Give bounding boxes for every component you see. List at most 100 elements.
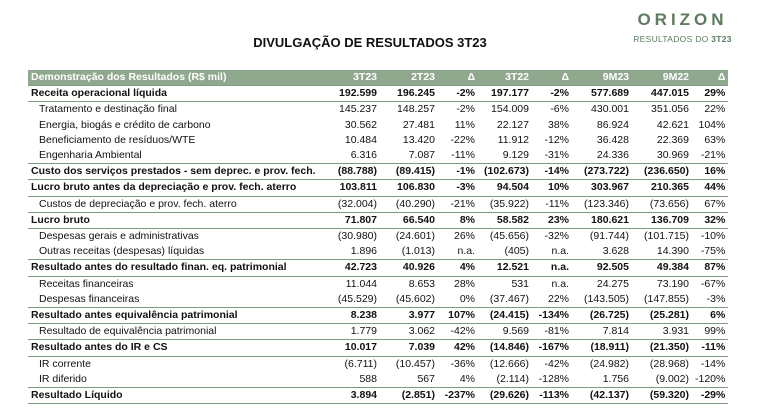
cell: n.a. xyxy=(551,245,569,258)
cell: 32% xyxy=(692,211,729,230)
row-label: Resultado antes do resultado finan. eq. … xyxy=(28,259,328,277)
header-row: Demonstração dos Resultados (R$ mil) 3T23… xyxy=(28,70,729,86)
row-label: Outras receitas (despesas) líquidas xyxy=(39,245,205,258)
table-row: Tratamento e destinação final 145.237 148.… xyxy=(28,102,728,118)
logo-subtitle-text: RESULTADOS DO xyxy=(633,34,709,44)
table-row: Despesas financeiras (45.529) (45.602) 0% (3… xyxy=(28,292,728,308)
cell: (18.911) xyxy=(572,339,632,357)
cell: 99% xyxy=(704,325,726,338)
row-label: IR corrente xyxy=(39,357,91,370)
cell: (29.626) xyxy=(478,387,532,405)
cell: 67% xyxy=(704,197,726,210)
cell: 531 xyxy=(511,277,529,290)
cell: -6% xyxy=(550,103,569,116)
cell: 8.238 xyxy=(328,307,380,325)
cell: (1.013) xyxy=(401,245,435,258)
cell: -21% xyxy=(450,197,475,210)
table-row: Custos de depreciação e prov. fech. ater… xyxy=(28,196,728,212)
cell: (12.666) xyxy=(489,357,529,370)
cell: -11% xyxy=(451,149,475,162)
table-row: Engenharia Ambiental 6.316 7.087 -11% 9.129 -… xyxy=(28,148,728,164)
cell: 145.237 xyxy=(339,103,377,116)
cell: 196.245 xyxy=(380,85,438,103)
cell: 58.582 xyxy=(478,211,532,230)
table-row: Custo dos serviços prestados - sem depre… xyxy=(28,163,729,181)
cell: -14% xyxy=(700,357,726,370)
cell: -167% xyxy=(532,339,572,357)
cell: 136.709 xyxy=(632,211,692,230)
cell: -10% xyxy=(700,230,726,243)
cell: (25.281) xyxy=(632,307,692,325)
cell: 22% xyxy=(547,292,569,305)
cell: 351.056 xyxy=(651,103,689,116)
cell: 24.336 xyxy=(596,149,629,162)
cell: 22.369 xyxy=(656,133,689,146)
table-row: Outras receitas (despesas) líquidas 1.896… xyxy=(28,244,728,260)
cell: 63% xyxy=(704,133,726,146)
cell: (89.415) xyxy=(380,163,438,181)
cell: 3.894 xyxy=(328,387,380,405)
cell: 27.481 xyxy=(402,118,435,131)
cell: -75% xyxy=(700,245,726,258)
column-header: Δ xyxy=(532,70,572,86)
cell: 40.926 xyxy=(380,259,438,277)
cell: 106.830 xyxy=(380,179,438,197)
cell: 9.569 xyxy=(502,325,529,338)
cell: 303.967 xyxy=(572,179,632,197)
cell: 9.129 xyxy=(502,149,529,162)
cell: -14% xyxy=(532,163,572,181)
cell: (35.922) xyxy=(489,197,529,210)
cell: 3.931 xyxy=(662,325,689,338)
table-row: Resultado antes do IR e CS 10.017 7.039 42%… xyxy=(28,339,729,357)
cell: -67% xyxy=(700,277,726,290)
cell: 29% xyxy=(692,85,729,103)
cell: 567 xyxy=(417,372,435,385)
cell: (2.851) xyxy=(380,387,438,405)
row-label: Tratamento e destinação final xyxy=(39,103,177,116)
cell: 3.628 xyxy=(602,245,629,258)
cell: 11.044 xyxy=(345,277,377,290)
cell: -120% xyxy=(695,372,726,385)
cell: 14.390 xyxy=(656,245,689,258)
cell: (2.114) xyxy=(496,372,530,385)
cell: (88.788) xyxy=(328,163,380,181)
row-label: Custos de depreciação e prov. fech. ater… xyxy=(39,197,237,210)
cell: 30.562 xyxy=(344,118,377,131)
cell: 71.807 xyxy=(328,211,380,230)
cell: 1.756 xyxy=(602,372,629,385)
cell: 1.779 xyxy=(350,325,377,338)
cell: (405) xyxy=(504,245,529,258)
cell: 22.127 xyxy=(496,118,529,131)
cell: (147.855) xyxy=(644,292,689,305)
cell: -134% xyxy=(532,307,572,325)
cell: -81% xyxy=(544,325,569,338)
cell: 192.599 xyxy=(328,85,380,103)
cell: (59.320) xyxy=(632,387,692,405)
cell: (24.982) xyxy=(589,357,629,370)
cell: 0% xyxy=(459,292,475,305)
cell: 197.177 xyxy=(478,85,532,103)
cell: -29% xyxy=(692,387,729,405)
cell: 38% xyxy=(547,118,569,131)
row-label: Receitas financeiras xyxy=(39,277,134,290)
cell: (102.673) xyxy=(478,163,532,181)
cell: 148.257 xyxy=(397,103,435,116)
cell: 10.017 xyxy=(328,339,380,357)
cell: 30.969 xyxy=(656,149,689,162)
cell: n.a. xyxy=(532,259,572,277)
logo-subtitle: RESULTADOS DO 3T23 xyxy=(620,34,745,44)
row-label: Resultado antes do IR e CS xyxy=(28,339,328,357)
cell: 154.009 xyxy=(491,103,529,116)
cell: -12% xyxy=(544,133,569,146)
cell: (10.457) xyxy=(395,357,435,370)
cell: 94.504 xyxy=(478,179,532,197)
cell: 103.811 xyxy=(328,179,380,197)
table-row: Energia, biogás e crédito de carbono 30.5… xyxy=(28,118,728,133)
cell: (32.004) xyxy=(337,197,377,210)
cell: (143.505) xyxy=(584,292,629,305)
cell: (42.137) xyxy=(572,387,632,405)
cell: 104% xyxy=(698,118,726,131)
cell: -42% xyxy=(544,357,569,370)
row-label: Energia, biogás e crédito de carbono xyxy=(39,118,211,131)
